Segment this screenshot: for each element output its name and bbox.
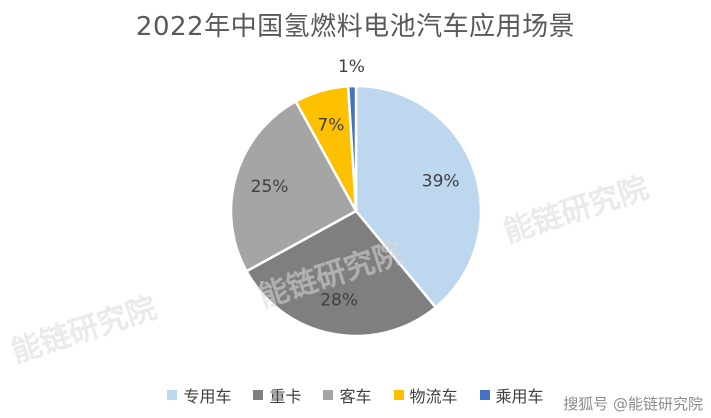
pie-slice-0 [354, 84, 483, 310]
chart-legend: 专用车 重卡 客车 物流车 乘用车 [0, 383, 711, 407]
legend-item-4: 乘用车 [479, 383, 544, 407]
legend-label: 乘用车 [495, 387, 544, 406]
legend-item-3: 物流车 [393, 383, 458, 407]
legend-label: 物流车 [409, 387, 458, 406]
pie-slice-1 [244, 209, 438, 338]
pie-slice-2 [229, 99, 358, 273]
legend-item-1: 重卡 [253, 383, 301, 407]
data-label-4: 1% [338, 57, 365, 77]
legend-item-0: 专用车 [167, 383, 231, 407]
legend-label: 专用车 [183, 387, 232, 406]
data-label-3: 7% [317, 116, 344, 136]
chart-title: 2022年中国氢燃料电池汽车应用场景 [135, 12, 576, 42]
legend-label: 客车 [339, 387, 372, 406]
data-label-0: 39% [422, 172, 460, 192]
legend-label: 重卡 [269, 387, 302, 406]
legend-swatch [167, 390, 178, 400]
data-label-1: 28% [320, 290, 358, 310]
legend-swatch [393, 390, 404, 400]
legend-swatch [323, 390, 334, 400]
legend-swatch [479, 390, 490, 400]
pie-slice-4 [346, 84, 358, 212]
legend-swatch [253, 390, 264, 400]
footer-watermark: 搜狐号 @能链研究院 [563, 395, 703, 413]
data-label-2: 25% [251, 177, 289, 197]
legend-item-2: 客车 [323, 383, 372, 407]
